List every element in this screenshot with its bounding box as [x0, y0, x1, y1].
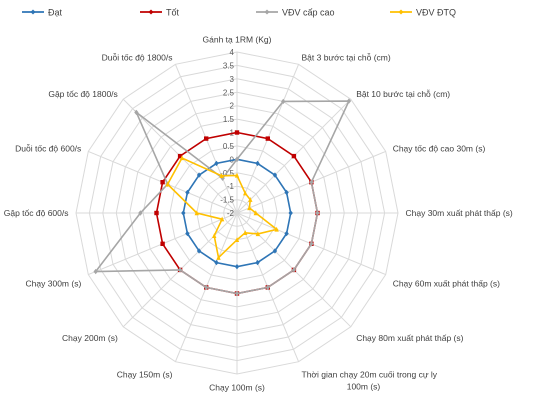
- legend-label: VĐV ĐTQ: [416, 8, 456, 18]
- category-label: Duỗi tốc độ 1800/s: [102, 52, 173, 62]
- series-marker: [291, 153, 297, 159]
- series-marker: [138, 210, 143, 216]
- series-marker: [315, 210, 320, 216]
- category-label: Thời gian chạy 20m cuối trong cự ly: [302, 370, 438, 380]
- category-label: Bật 3 bước tại chỗ (cm): [302, 52, 391, 62]
- series-marker: [234, 172, 240, 178]
- series-marker: [214, 259, 219, 266]
- series-marker: [248, 197, 253, 202]
- series-marker: [309, 179, 314, 185]
- radial-tick-label: -1: [227, 182, 235, 191]
- series-marker: [255, 231, 261, 237]
- series-marker: [154, 210, 159, 216]
- series-marker: [212, 233, 217, 238]
- series-marker: [194, 210, 199, 216]
- legend-label: Đạt: [48, 8, 63, 18]
- series-marker: [284, 230, 289, 237]
- series-marker: [93, 268, 98, 275]
- series-marker: [177, 153, 183, 159]
- category-label: Chạy 80m xuất phát thấp (s): [356, 333, 463, 343]
- series-marker: [177, 267, 183, 273]
- series-marker: [203, 284, 209, 291]
- series-marker: [255, 160, 260, 167]
- category-label: Bật 10 bước tại chỗ (cm): [356, 89, 450, 99]
- radial-tick-label: 1.5: [223, 115, 235, 124]
- series-marker: [346, 98, 352, 104]
- radial-tick-label: 2.5: [223, 88, 235, 97]
- series-marker: [196, 172, 202, 178]
- category-label: Chạy 300m (s): [26, 279, 82, 289]
- series-marker: [219, 173, 224, 179]
- category-label: Chạy 150m (s): [117, 370, 173, 380]
- series-marker: [216, 254, 221, 260]
- legend-marker: [148, 9, 154, 15]
- series-marker: [214, 160, 219, 167]
- category-label: 100m (s): [347, 382, 381, 392]
- series-marker: [234, 263, 240, 270]
- legend-marker: [264, 9, 270, 15]
- series-marker: [165, 181, 170, 187]
- category-label: Chạy 30m xuất phát thấp (s): [406, 208, 513, 218]
- series-marker: [309, 241, 314, 247]
- radial-tick-label: -2: [227, 209, 235, 218]
- series-marker: [179, 155, 185, 161]
- series-marker: [247, 205, 252, 211]
- radial-tick-label: 3: [230, 75, 235, 84]
- legend-label: Tốt: [166, 8, 180, 18]
- series-marker: [160, 180, 165, 185]
- category-label: Chạy 100m (s): [209, 383, 265, 393]
- series-marker: [234, 156, 240, 163]
- radial-tick-label: 3.5: [223, 61, 235, 70]
- series-marker: [284, 189, 289, 196]
- category-labels: Gánh tạ 1RM (Kg) Bật 3 bước tại chỗ (cm) B…: [4, 35, 513, 393]
- category-label: Gập tốc độ 1800/s: [48, 89, 117, 99]
- series-marker: [281, 98, 286, 105]
- series-marker: [219, 216, 225, 222]
- series-marker: [265, 136, 270, 141]
- radial-tick-label: 0.5: [223, 142, 235, 151]
- series-marker: [274, 226, 279, 232]
- radial-tick-label: -1.5: [220, 196, 234, 205]
- legend-marker: [398, 9, 404, 15]
- category-label: Duỗi tốc độ 600/s: [15, 144, 81, 154]
- category-label: Chạy tốc độ cao 30m (s): [393, 144, 486, 154]
- series-marker: [160, 241, 165, 246]
- series-marker: [243, 230, 248, 236]
- legend-label: VĐV cấp cao: [282, 8, 335, 18]
- series-marker: [234, 130, 240, 135]
- series-marker: [288, 210, 293, 216]
- series-marker: [243, 190, 248, 196]
- series-marker: [185, 189, 190, 196]
- category-label: Chạy 200m (s): [62, 333, 118, 343]
- series-marker: [272, 248, 278, 254]
- series-marker: [196, 248, 202, 254]
- category-label: Gập tốc độ 600/s: [4, 208, 69, 218]
- series-marker: [253, 210, 258, 216]
- series-marker: [234, 290, 240, 297]
- radial-tick-label: 4: [230, 48, 235, 57]
- category-label: Gánh tạ 1RM (Kg): [203, 35, 272, 45]
- series-marker: [134, 109, 139, 116]
- series-marker: [234, 237, 240, 243]
- series-marker: [255, 259, 260, 266]
- legend-marker: [30, 9, 36, 15]
- series-marker: [265, 284, 271, 291]
- data-series: [93, 98, 352, 297]
- series-marker: [272, 172, 278, 178]
- series-marker: [291, 267, 297, 273]
- radial-tick-label: 2: [230, 102, 235, 111]
- legend: Đạt Tốt VĐV cấp cao VĐV ĐTQ: [22, 8, 456, 18]
- series-marker: [181, 210, 186, 216]
- series-marker: [185, 230, 190, 237]
- category-label: Chạy 60m xuất phát thấp (s): [393, 279, 500, 289]
- series-marker: [204, 136, 209, 141]
